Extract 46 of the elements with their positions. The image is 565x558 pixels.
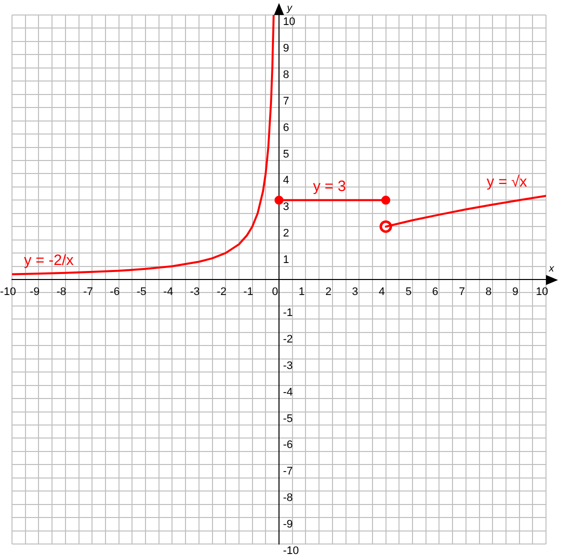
x-tick-label: 6 [432, 286, 438, 298]
y-tick-label: -6 [283, 439, 293, 452]
x-tick-label: -1 [243, 286, 254, 298]
y-tick-label: -1 [283, 306, 293, 319]
y-tick-label: 9 [283, 42, 290, 54]
x-tick-label: -10 [0, 286, 16, 298]
y-tick-label: -10 [283, 545, 299, 558]
x-tick-label: 0 [272, 286, 278, 298]
x-tick-label: 5 [405, 286, 412, 298]
annotation: y = √x [486, 174, 528, 191]
x-tick-label: -6 [110, 286, 120, 298]
x-axis-title: x [548, 263, 555, 274]
y-tick-label: 6 [283, 122, 290, 134]
y-tick-label: -2 [283, 333, 293, 346]
x-tick-label: -7 [83, 286, 93, 298]
x-tick-label: -5 [136, 286, 146, 298]
y-tick-label: -4 [283, 386, 293, 398]
y-tick-label: 2 [283, 228, 290, 240]
y-tick-label: -5 [283, 412, 293, 425]
x-tick-label: 9 [512, 286, 518, 298]
annotation: y = -2/x [24, 252, 74, 269]
x-tick-label: 10 [536, 286, 548, 298]
x-tick-label: -4 [163, 286, 174, 298]
y-tick-label: -8 [283, 492, 293, 504]
y-tick-label: 10 [283, 16, 296, 28]
x-tick-label: 3 [352, 286, 358, 298]
x-tick-label: 2 [325, 286, 332, 298]
x-tick-label: 1 [298, 286, 305, 298]
y-tick-label: 3 [283, 201, 290, 214]
x-tick-label: -8 [56, 286, 66, 298]
x-tick-label: -9 [30, 286, 40, 298]
x-tick-label: 4 [378, 286, 385, 298]
x-tick-label: -2 [216, 286, 226, 298]
annotation: y = 3 [313, 178, 346, 195]
x-tick-label: 7 [458, 286, 465, 298]
y-tick-label: 1 [283, 254, 290, 266]
y-tick-label: 7 [283, 95, 290, 108]
y-tick-label: 5 [283, 148, 290, 160]
y-tick-label: -3 [283, 360, 293, 372]
x-tick-label: 8 [486, 286, 492, 298]
y-tick-label: 4 [283, 174, 290, 187]
y-tick-label: -9 [283, 518, 293, 531]
y-tick-label: 8 [283, 68, 290, 81]
x-tick-label: -3 [190, 286, 200, 298]
y-axis-title: y [286, 2, 293, 14]
y-tick-label: -7 [283, 466, 293, 478]
